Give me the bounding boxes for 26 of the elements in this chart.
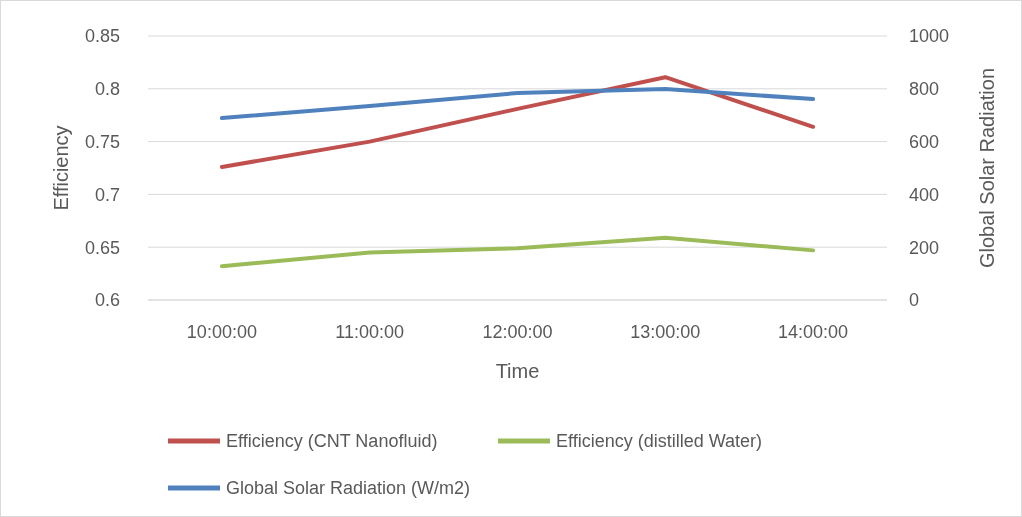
y-tick-label: 0.65 — [84, 237, 120, 258]
x-axis-title: Time — [495, 360, 540, 382]
x-tick-label: 12:00:00 — [482, 322, 553, 342]
legend-label: Global Solar Radiation (W/m2) — [226, 478, 471, 499]
y2-tick-label: 600 — [909, 131, 940, 152]
x-tick-label: 13:00:00 — [630, 322, 701, 342]
y2-axis-title: Global Solar Radiation — [976, 67, 998, 269]
x-tick-label: 11:00:00 — [335, 322, 405, 342]
y2-tick-label: 800 — [909, 79, 940, 100]
y-axis-title: Efficiency — [50, 125, 72, 211]
line-series — [219, 87, 816, 121]
y-tick-label: 0.6 — [94, 290, 120, 311]
x-tick-label: 14:00:00 — [778, 322, 849, 342]
y2-tick-label: 400 — [909, 184, 940, 205]
legend-label: Efficiency (CNT Nanofluid) — [226, 431, 438, 452]
legend-label: Efficiency (distilled Water) — [556, 431, 763, 452]
x-tick-label: 10:00:00 — [186, 322, 257, 342]
y2-tick-label: 1000 — [909, 26, 950, 47]
y-tick-label: 0.85 — [84, 26, 120, 47]
y2-tick-label: 0 — [909, 290, 920, 311]
y-tick-label: 0.75 — [84, 131, 120, 152]
y-tick-label: 0.8 — [94, 79, 120, 100]
y2-tick-label: 200 — [909, 237, 940, 258]
line-series — [219, 75, 816, 169]
y-tick-label: 0.7 — [94, 184, 120, 205]
line-series — [219, 235, 816, 269]
